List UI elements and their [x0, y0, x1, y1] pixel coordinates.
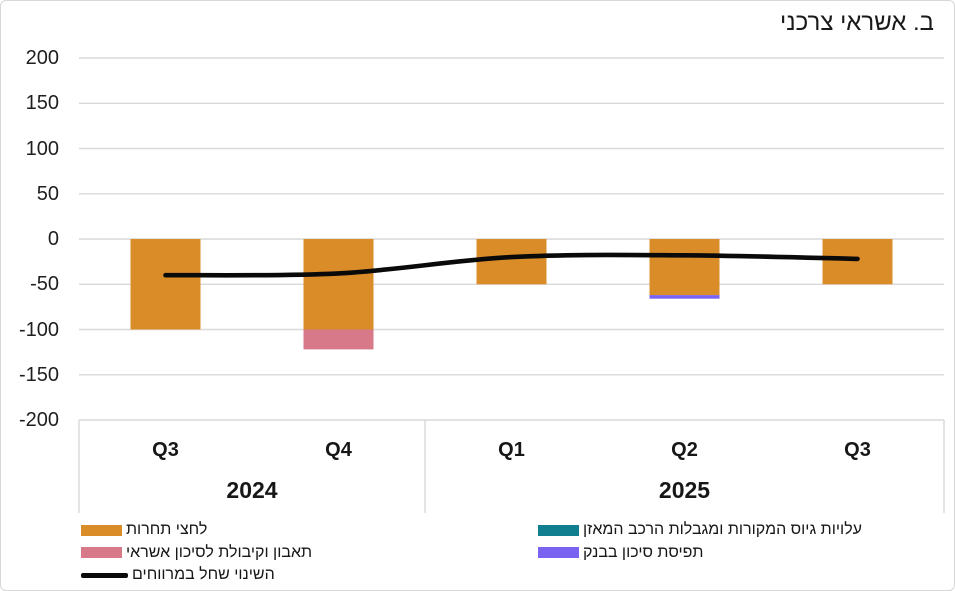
x-axis-year-label: 2024: [226, 477, 278, 503]
legend-column: לחצי תחרות תאבון וקיבולת לסיכון אשראי השינ…: [81, 519, 312, 587]
x-axis-year-label: 2025: [658, 477, 711, 503]
legend-label: עלויות גיוס המקורות ומגבלות הרכב המאזן: [583, 521, 862, 539]
x-axis-quarter-label: Q2: [671, 439, 698, 461]
bar-segment-0: [476, 239, 547, 285]
bar-segment-2: [303, 329, 374, 350]
y-axis-tick-label: -100: [18, 318, 59, 341]
legend-color-swatch: [538, 524, 579, 536]
x-axis-quarter-label: Q1: [498, 439, 525, 461]
legend-item: השינוי שחל במרווחים: [81, 564, 312, 587]
legend-item: לחצי תחרות: [81, 519, 312, 542]
x-axis-quarter-label: Q3: [152, 439, 179, 461]
x-axis-quarter-label: Q4: [325, 439, 352, 461]
bar-segment-0: [822, 239, 893, 285]
y-axis-tick-label: -50: [30, 273, 59, 296]
bar-segment-0: [130, 239, 201, 330]
margins-change-line: [163, 252, 860, 278]
legend-item: עלויות גיוס המקורות ומגבלות הרכב המאזן: [538, 519, 862, 542]
legend-label: השינוי שחל במרווחים: [132, 566, 275, 584]
legend-item: תפיסת סיכון בבנק: [538, 542, 862, 565]
y-axis-tick-label: 100: [25, 137, 59, 160]
legend-label: תפיסת סיכון בבנק: [583, 543, 704, 561]
legend-color-swatch: [538, 547, 579, 559]
bar-segment-3: [649, 295, 720, 299]
bar-segment-0: [649, 239, 720, 296]
legend-color-swatch: [81, 524, 122, 536]
legend-label: תאבון וקיבולת לסיכון אשראי: [126, 543, 313, 561]
legend-color-swatch: [81, 547, 122, 559]
legend-label: לחצי תחרות: [126, 521, 208, 539]
x-axis-quarter-label: Q3: [844, 439, 871, 461]
y-axis-tick-label: 50: [36, 182, 59, 205]
y-axis-tick-label: 0: [47, 228, 59, 250]
legend-line-marker: [81, 573, 128, 578]
legend-item: תאבון וקיבולת לסיכון אשראי: [81, 542, 312, 565]
legend-column: עלויות גיוס המקורות ומגבלות הרכב המאזן תפ…: [538, 519, 862, 564]
y-axis-tick-label: 200: [25, 47, 59, 69]
y-axis-tick-label: 150: [25, 92, 59, 115]
bar-segment-0: [303, 239, 374, 330]
y-axis-tick-label: -150: [18, 363, 59, 386]
chart-title: ב. אשראי צרכני: [780, 9, 934, 36]
y-axis-tick-label: -200: [18, 409, 59, 431]
